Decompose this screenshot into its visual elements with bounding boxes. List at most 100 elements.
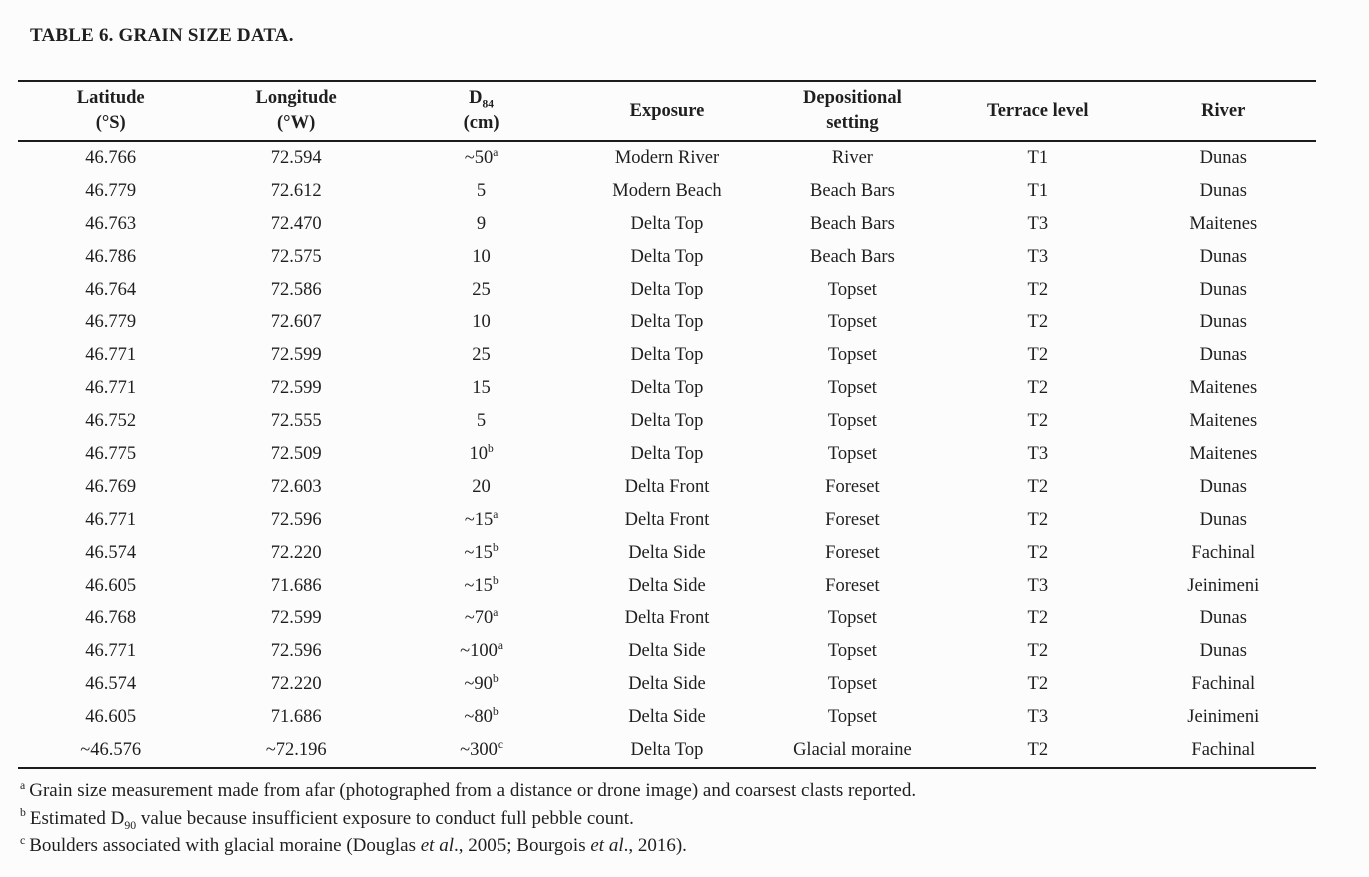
table-cell: Delta Front bbox=[624, 476, 710, 497]
table-cell: Dunas bbox=[1199, 476, 1247, 497]
table-cell: Topset bbox=[827, 312, 877, 333]
table-cell: 46.771 bbox=[85, 345, 137, 366]
table-cell: 5 bbox=[476, 180, 487, 201]
table-cell: Dunas bbox=[1199, 312, 1247, 333]
table-cell: T3 bbox=[1027, 575, 1049, 596]
table-cell: Delta Top bbox=[630, 378, 704, 399]
header-line: Terrace level bbox=[987, 100, 1089, 121]
table-cell: T2 bbox=[1027, 608, 1049, 629]
table-cell: Delta Side bbox=[628, 542, 706, 563]
table-cell: T1 bbox=[1027, 180, 1049, 201]
table-cell: Delta Side bbox=[628, 641, 706, 662]
table-cell: Beach Bars bbox=[810, 180, 895, 201]
table-cell: Delta Top bbox=[630, 279, 704, 300]
table-cell: ~46.576 bbox=[80, 739, 142, 760]
table-cell: 46.764 bbox=[85, 279, 137, 300]
header-line: Depositional bbox=[803, 88, 902, 109]
table-cell: Delta Top bbox=[630, 411, 704, 432]
table-cell: 72.594 bbox=[270, 147, 322, 168]
table-cell: T1 bbox=[1027, 147, 1049, 168]
column-header-d84: D84 (cm) bbox=[388, 81, 575, 142]
table-cell: T2 bbox=[1027, 641, 1049, 662]
d84-symbol: D bbox=[469, 88, 483, 109]
table-cell: Modern River bbox=[614, 147, 720, 168]
table-cell: T2 bbox=[1027, 279, 1049, 300]
footnote: a Grain size measurement made from afar (… bbox=[20, 778, 917, 801]
column-header-depositional-setting: Depositional setting bbox=[759, 81, 946, 142]
table-cell: Dunas bbox=[1199, 246, 1247, 267]
footnote: b Estimated D90 value because insufficien… bbox=[20, 806, 634, 832]
column-header-longitude: Longitude (°W) bbox=[203, 81, 389, 142]
table-cell: 46.768 bbox=[85, 608, 137, 629]
table-cell: Fachinal bbox=[1191, 674, 1256, 695]
table-cell: Delta Top bbox=[630, 739, 704, 760]
table-cell: Foreset bbox=[825, 575, 880, 596]
table-cell: Delta Front bbox=[624, 509, 710, 530]
table-row: ~46.576 ~72.196 ~300c Delta Top Glacial mora… bbox=[18, 734, 1316, 768]
table-cell: ~15b bbox=[464, 574, 499, 596]
table-cell: Delta Top bbox=[630, 312, 704, 333]
table-cell: Maitenes bbox=[1189, 443, 1258, 464]
table-cell: Topset bbox=[827, 443, 877, 464]
table-cell: Beach Bars bbox=[810, 213, 895, 234]
table-cell: Delta Side bbox=[628, 674, 706, 695]
table-cell: 46.771 bbox=[85, 378, 137, 399]
header-line: River bbox=[1201, 100, 1246, 121]
table-cell: 10 bbox=[472, 312, 491, 333]
table-cell: 71.686 bbox=[270, 707, 322, 728]
footnote-marker: b bbox=[492, 541, 499, 554]
table-cell: T2 bbox=[1027, 345, 1049, 366]
table-cell: 15 bbox=[472, 378, 491, 399]
footnote-marker: b bbox=[492, 705, 499, 718]
footnote-marker: b bbox=[487, 442, 494, 455]
table-cell: Jeinimeni bbox=[1187, 707, 1260, 728]
table-cell: 72.220 bbox=[270, 542, 322, 563]
table-cell: Delta Top bbox=[630, 213, 704, 234]
table-cell: Delta Top bbox=[630, 443, 704, 464]
table-cell: Dunas bbox=[1199, 279, 1247, 300]
table-cell: Dunas bbox=[1199, 147, 1247, 168]
table-cell: 25 bbox=[472, 345, 491, 366]
table-row: 46.764 72.586 25 Delta Top Topset T2 Dunas bbox=[18, 274, 1316, 307]
header-line: D84 bbox=[393, 86, 570, 111]
table-row: 46.779 72.612 5 Modern Beach Beach Bars T1 Dun… bbox=[18, 175, 1316, 208]
table-cell: 46.771 bbox=[85, 509, 137, 530]
table-row: 46.771 72.599 25 Delta Top Topset T2 Dunas bbox=[18, 339, 1316, 372]
table-cell: T2 bbox=[1027, 378, 1049, 399]
table-cell: Dunas bbox=[1199, 608, 1247, 629]
table-cell: Delta Front bbox=[624, 608, 710, 629]
table-row: 46.786 72.575 10 Delta Top Beach Bars T3 Dunas bbox=[18, 241, 1316, 274]
table-cell: Maitenes bbox=[1189, 378, 1258, 399]
table-cell: Foreset bbox=[825, 476, 880, 497]
table-cell: Dunas bbox=[1199, 641, 1247, 662]
table-cell: Modern Beach bbox=[612, 180, 722, 201]
table-cell: 46.766 bbox=[85, 147, 137, 168]
table-cell: T3 bbox=[1027, 443, 1049, 464]
table-cell: 46.779 bbox=[85, 180, 137, 201]
table-cell: 72.575 bbox=[270, 246, 322, 267]
footnote-marker: c bbox=[497, 738, 503, 751]
table-cell: ~15b bbox=[464, 541, 499, 563]
table-cell: Maitenes bbox=[1189, 213, 1258, 234]
table-cell: ~300c bbox=[460, 738, 503, 760]
table-cell: 46.779 bbox=[85, 312, 137, 333]
footnote-marker: b bbox=[20, 806, 26, 820]
footnote-marker: a bbox=[493, 508, 499, 521]
header-line: (cm) bbox=[463, 113, 500, 133]
table-body: 46.766 72.594 ~50a Modern River River T1 Dunas… bbox=[18, 141, 1316, 768]
table-cell: Delta Side bbox=[628, 575, 706, 596]
subscript-text: 90 bbox=[124, 818, 137, 832]
table-cell: ~90b bbox=[464, 673, 499, 695]
column-header-terrace-level: Terrace level bbox=[945, 81, 1131, 142]
table-cell: 10 bbox=[472, 246, 491, 267]
table-cell: 72.612 bbox=[270, 180, 322, 201]
table-cell: T2 bbox=[1027, 509, 1049, 530]
table-cell: 72.555 bbox=[270, 411, 322, 432]
footnote-marker: a bbox=[493, 146, 499, 159]
table-cell: ~70a bbox=[464, 607, 499, 629]
table-title: TABLE 6. GRAIN SIZE DATA. bbox=[30, 25, 294, 46]
table-cell: 72.586 bbox=[270, 279, 322, 300]
table-cell: Topset bbox=[827, 608, 877, 629]
table-cell: Topset bbox=[827, 279, 877, 300]
